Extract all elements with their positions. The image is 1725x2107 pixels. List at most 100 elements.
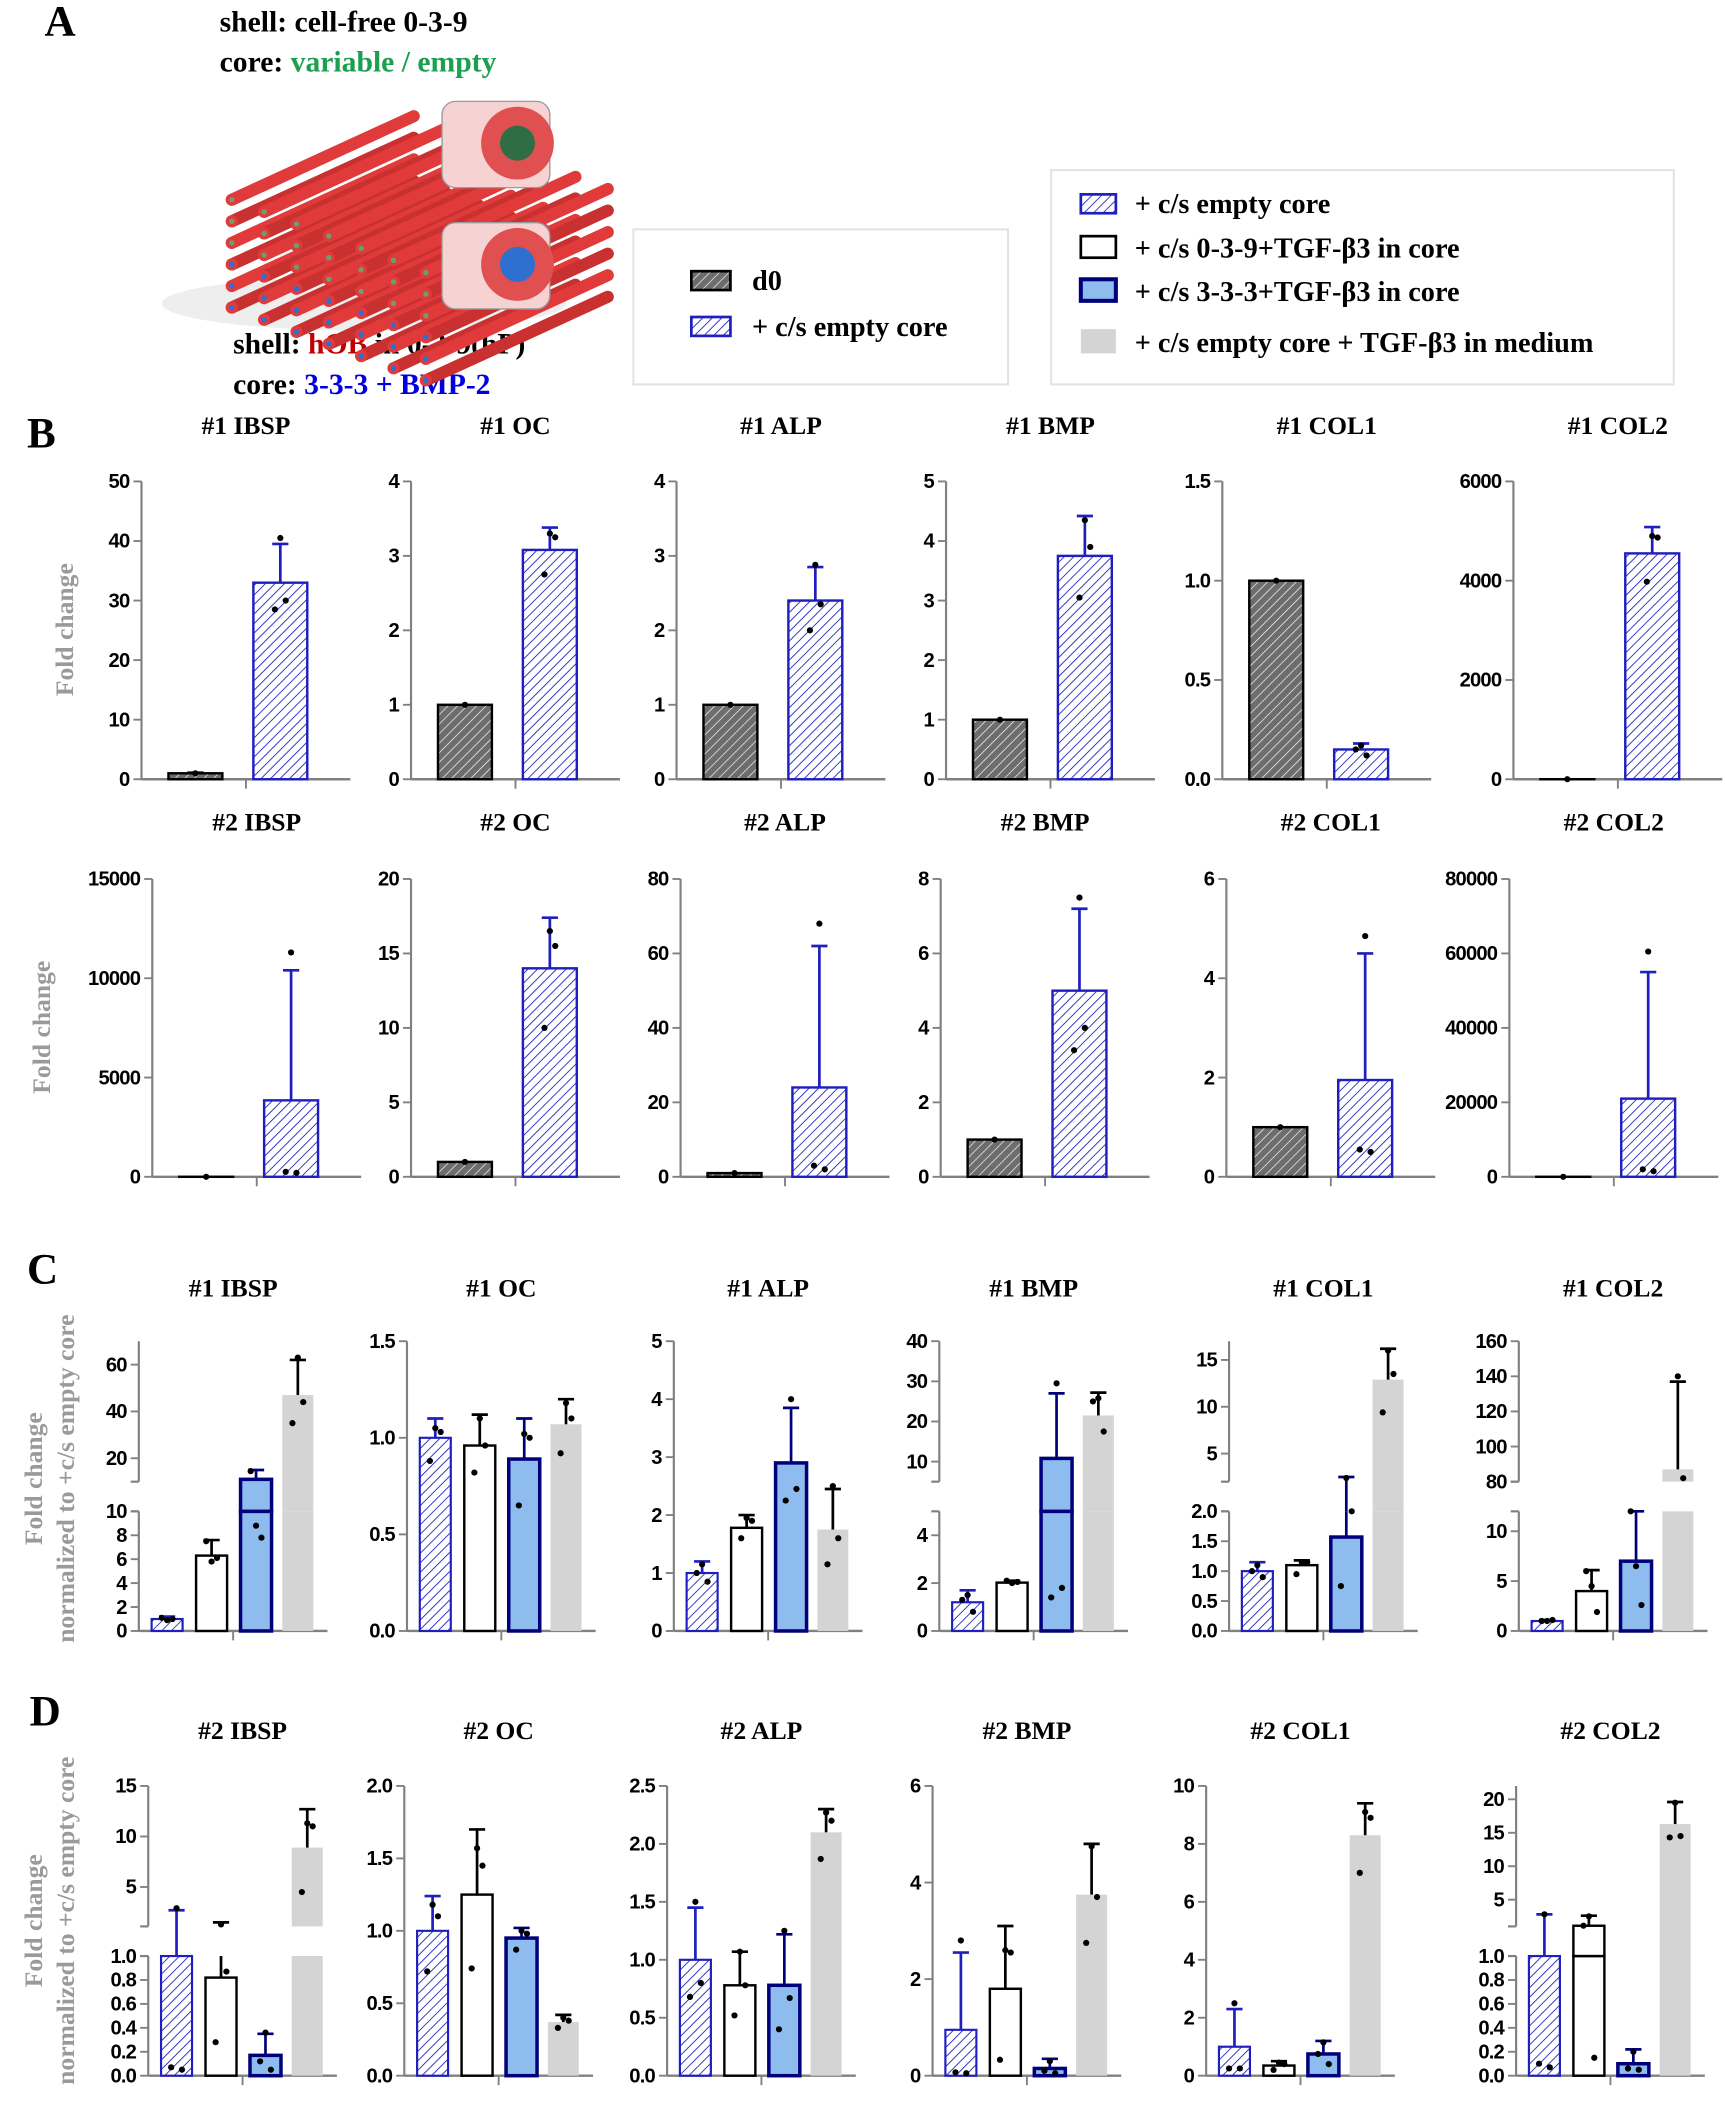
- data-point: [1593, 1608, 1601, 1616]
- rod-core: [261, 273, 267, 280]
- scaffold-rod: [225, 110, 420, 206]
- chart-title: #1 BMP: [1006, 411, 1095, 440]
- data-point: [692, 1898, 699, 1905]
- panel-letter-c: C: [27, 1246, 58, 1293]
- chart-d-2-bmp: #2 BMP 0 2 4 6: [910, 1716, 1122, 2087]
- bar: [194, 1554, 229, 1633]
- y-tick-label: 40000: [1445, 1018, 1498, 1040]
- data-point: [282, 1168, 289, 1175]
- data-point: [1549, 1616, 1556, 1624]
- y-tick-label: 4: [388, 471, 400, 493]
- y-tick-label: 1.0: [1478, 1946, 1504, 1968]
- data-point: [952, 2069, 959, 2076]
- bar-group: [1240, 1560, 1274, 1633]
- data-point: [748, 1517, 756, 1524]
- bar-group: [1285, 1559, 1319, 1633]
- data-point: [1588, 1583, 1595, 1590]
- chart-title: #2 IBSP: [198, 1716, 287, 1745]
- y-tick-label: 0.4: [1478, 2018, 1505, 2040]
- data-point: [1070, 1047, 1078, 1054]
- bar: [944, 2028, 978, 2077]
- y-tick-label: 6: [116, 1549, 127, 1571]
- chart-title: #1 COL2: [1568, 411, 1668, 440]
- data-point: [816, 920, 823, 927]
- core-bottom-label: core: 3-3-3 + BMP-2: [233, 369, 490, 401]
- data-point: [1384, 1347, 1392, 1354]
- y-tick-label: 0: [130, 1167, 141, 1189]
- y-axis-label-d-line2: normalized to +c/s empty core: [51, 1757, 80, 2085]
- data-point: [1666, 1834, 1673, 1841]
- data-point: [476, 1415, 483, 1422]
- y-tick-label: 1: [651, 1563, 662, 1585]
- data-point: [817, 1855, 824, 1863]
- data-point: [289, 1420, 296, 1427]
- data-point: [738, 1535, 745, 1542]
- data-point: [1008, 1580, 1016, 1587]
- y-tick-label: 2: [388, 620, 399, 642]
- data-point: [192, 770, 199, 777]
- data-point: [203, 1173, 210, 1180]
- y-tick-label: 40: [106, 1401, 127, 1423]
- bar: [506, 1457, 542, 1633]
- rod-core: [423, 312, 429, 319]
- y-axis-label-b-row1: Fold change: [50, 563, 79, 696]
- rod-core: [293, 242, 300, 249]
- data-point: [173, 1905, 180, 1912]
- legend-cd: + c/s empty core + c/s 0-3-9+TGF-β3 in c…: [1050, 169, 1675, 386]
- data-point: [513, 1946, 520, 1953]
- y-tick-label: 0: [910, 2065, 921, 2087]
- rod-core: [293, 286, 300, 292]
- bar: [678, 1958, 712, 2077]
- data-point: [1231, 2000, 1238, 2007]
- bar: [1248, 579, 1305, 781]
- y-tick-label: 20: [1483, 1789, 1504, 1811]
- data-point: [1560, 1173, 1567, 1180]
- data-point: [1087, 543, 1094, 551]
- y-tick-label: 0: [1204, 1167, 1215, 1189]
- data-point: [1275, 2059, 1283, 2066]
- bar-group: [418, 1417, 452, 1633]
- bar-group: [1217, 2000, 1252, 2077]
- bar: [521, 967, 579, 1179]
- legend-label-333-tgf: + c/s 3-3-3+TGF-β3 in core: [1135, 277, 1460, 308]
- data-point: [957, 1937, 964, 1944]
- y-tick-label: 0: [1491, 769, 1502, 791]
- chart-b-2-alp: #2 ALP 0 20 40 60 80: [648, 807, 890, 1189]
- rod-core: [423, 356, 429, 362]
- data-point: [1544, 1617, 1551, 1625]
- rod-core: [229, 304, 235, 311]
- rod-core: [390, 279, 397, 285]
- bar: [463, 1444, 497, 1633]
- data-point: [699, 1561, 706, 1568]
- data-point: [523, 1930, 531, 1937]
- y-tick-label: 0.2: [1478, 2042, 1504, 2064]
- bar-group: [944, 1937, 978, 2077]
- data-point: [1052, 2070, 1059, 2077]
- bar-group: [504, 1926, 539, 2078]
- bar-group: [436, 1158, 494, 1179]
- chart-b-2-col2: #2 COL2 0 20000 40000 60000 80000: [1445, 807, 1719, 1189]
- data-point: [203, 1538, 210, 1545]
- y-tick-label: 160: [1475, 1331, 1507, 1353]
- rod-core: [390, 257, 397, 264]
- data-point: [1362, 932, 1369, 940]
- data-point: [1358, 742, 1365, 749]
- legend-swatch-333-tgf: [1078, 277, 1118, 303]
- data-point: [526, 1434, 533, 1441]
- y-tick-label: 4: [654, 471, 666, 493]
- bar-group: [1527, 1911, 1561, 2077]
- scaffold-rod: [419, 290, 614, 387]
- data-point: [1095, 1395, 1102, 1402]
- bar-group: [547, 2013, 579, 2076]
- y-tick-label: 10: [906, 1451, 927, 1473]
- bar: [504, 1936, 539, 2078]
- y-tick-label: 1.0: [1185, 570, 1211, 592]
- y-tick-label: 20000: [1445, 1092, 1498, 1114]
- data-point: [557, 1450, 564, 1457]
- data-point: [1343, 1474, 1350, 1482]
- bar-group: [1262, 2059, 1296, 2077]
- data-point: [158, 1614, 165, 1621]
- data-point: [1379, 1409, 1386, 1416]
- rod-core: [326, 319, 332, 326]
- bar-group: [995, 1577, 1029, 1633]
